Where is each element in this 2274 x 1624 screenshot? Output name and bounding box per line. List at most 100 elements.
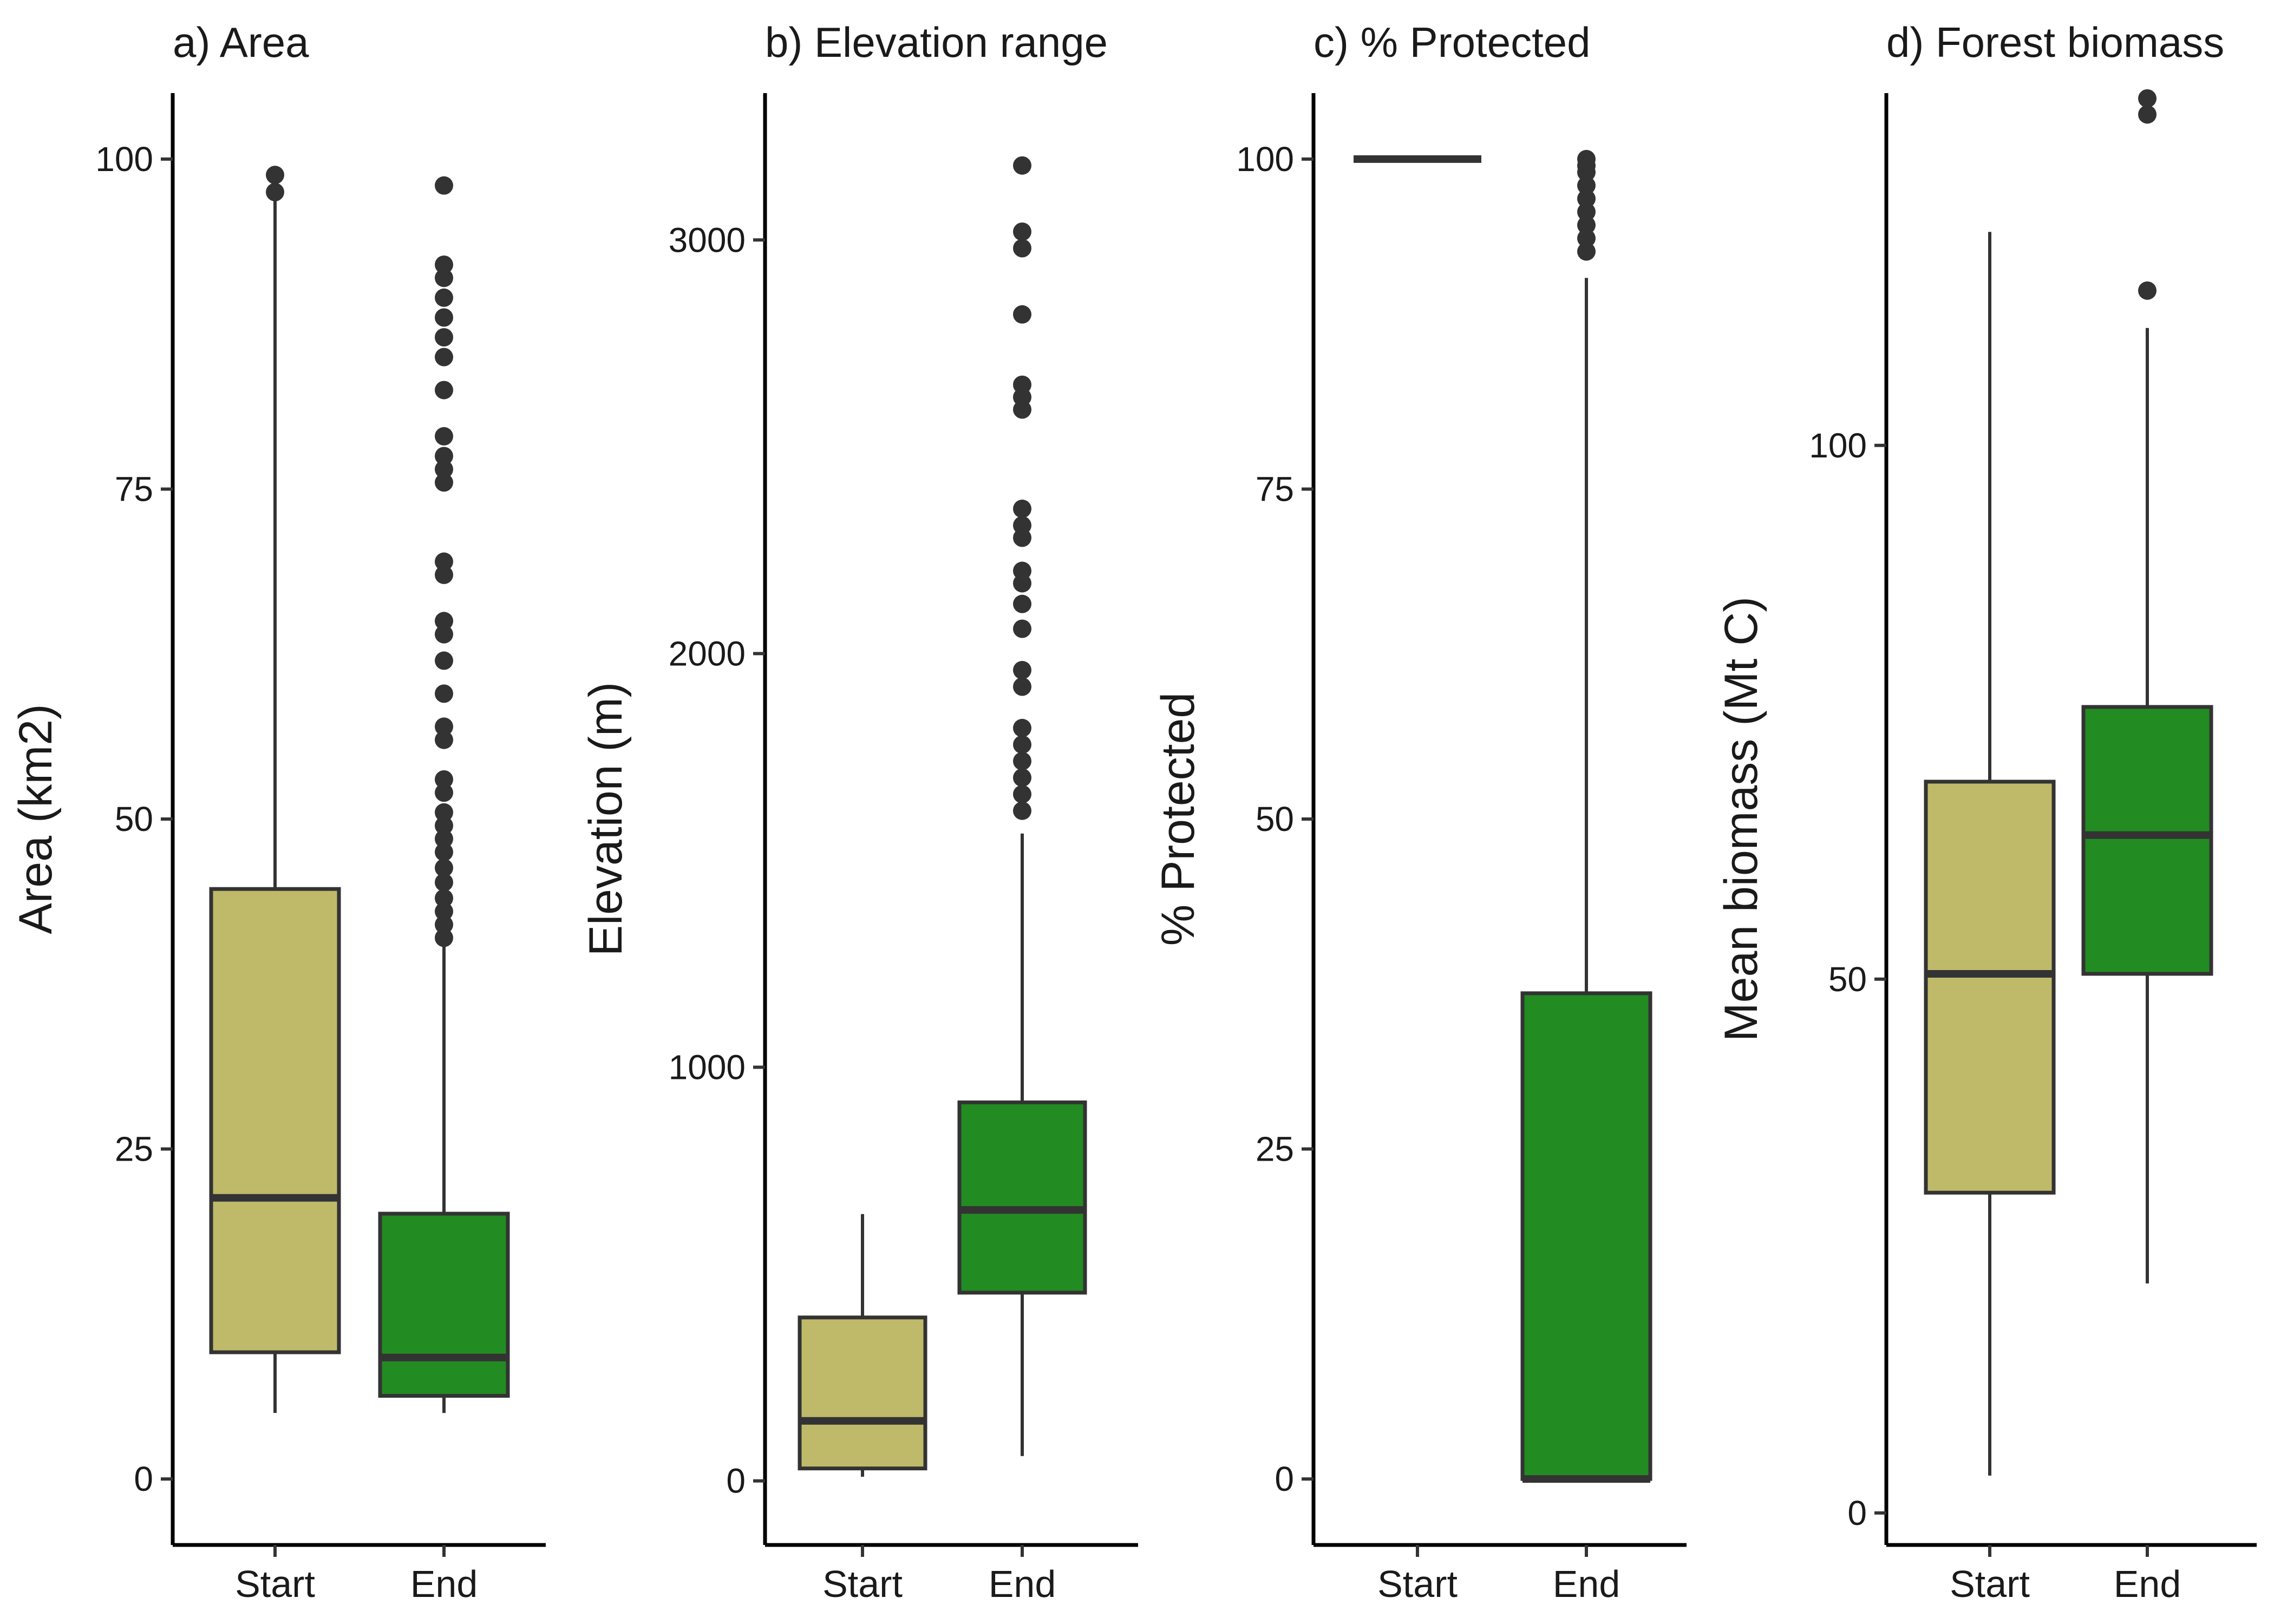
outlier-point bbox=[435, 381, 453, 400]
box-start bbox=[209, 166, 341, 1413]
box-body bbox=[378, 1212, 510, 1398]
outlier-point bbox=[435, 348, 453, 366]
outlier-point bbox=[435, 612, 453, 631]
outlier-point bbox=[435, 915, 453, 934]
panel-title: d) Forest biomass bbox=[1886, 18, 2224, 66]
box-end bbox=[2081, 89, 2213, 1284]
outlier-point bbox=[1577, 242, 1596, 261]
box-body bbox=[209, 887, 341, 1354]
x-tick-label: End bbox=[410, 1563, 478, 1605]
y-axis-title: Mean biomass (Mt C) bbox=[1715, 597, 1767, 1042]
box-start bbox=[798, 1214, 927, 1477]
outlier-point bbox=[435, 842, 453, 861]
y-tick-label: 100 bbox=[1809, 426, 1867, 465]
outlier-point bbox=[435, 770, 453, 789]
outlier-point bbox=[1013, 156, 1031, 175]
outlier-point bbox=[435, 783, 453, 802]
outlier-point bbox=[1013, 735, 1031, 754]
outlier-point bbox=[435, 803, 453, 822]
outlier-point bbox=[435, 176, 453, 195]
outlier-point bbox=[435, 308, 453, 327]
outlier-point bbox=[1013, 718, 1031, 737]
outlier-point bbox=[435, 651, 453, 670]
outlier-point bbox=[435, 565, 453, 584]
box-start bbox=[1924, 232, 2056, 1476]
y-tick-label: 0 bbox=[726, 1462, 746, 1501]
box-body bbox=[1924, 780, 2056, 1195]
y-tick-label: 0 bbox=[134, 1459, 153, 1498]
y-tick-label: 50 bbox=[1256, 800, 1294, 839]
y-tick-label: 100 bbox=[95, 140, 153, 179]
y-tick-label: 75 bbox=[115, 469, 153, 508]
y-tick-label: 0 bbox=[1275, 1459, 1294, 1498]
x-tick-label: End bbox=[989, 1563, 1056, 1605]
y-tick-label: 100 bbox=[1236, 140, 1294, 179]
outlier-point bbox=[1013, 222, 1031, 241]
outlier-point bbox=[435, 552, 453, 571]
x-tick-label: End bbox=[1553, 1563, 1620, 1605]
outlier-point bbox=[435, 829, 453, 848]
outlier-point bbox=[435, 859, 453, 878]
outlier-point bbox=[1577, 176, 1596, 195]
outlier-point bbox=[1013, 499, 1031, 518]
outlier-point bbox=[435, 684, 453, 703]
outlier-point bbox=[1013, 752, 1031, 771]
y-tick-label: 25 bbox=[115, 1130, 153, 1169]
outlier-point bbox=[1013, 677, 1031, 696]
outlier-point bbox=[435, 717, 453, 736]
y-tick-label: 0 bbox=[1847, 1494, 1867, 1533]
panel-3: c) % Protected 0 25 50 75 100 % Protected Start… bbox=[1152, 18, 1687, 1605]
y-axis-title: Elevation (m) bbox=[580, 682, 632, 957]
outlier-point bbox=[435, 269, 453, 287]
x-tick-label: End bbox=[2114, 1563, 2181, 1605]
outlier-point bbox=[1013, 375, 1031, 394]
y-axis-title: Area (km2) bbox=[10, 704, 62, 934]
panel-title: b) Elevation range bbox=[765, 18, 1108, 66]
x-tick-label: Start bbox=[1950, 1563, 2030, 1605]
box-end bbox=[378, 176, 510, 1413]
outlier-point bbox=[1013, 768, 1031, 787]
outlier-point bbox=[1013, 305, 1031, 324]
box-end bbox=[957, 156, 1087, 1456]
y-tick-label: 50 bbox=[1828, 960, 1867, 999]
box-body bbox=[798, 1315, 927, 1471]
outlier-point bbox=[1013, 619, 1031, 638]
outlier-point bbox=[2138, 281, 2157, 300]
outlier-point bbox=[435, 255, 453, 274]
outlier-point bbox=[1013, 239, 1031, 258]
outlier-point bbox=[1013, 660, 1031, 679]
outlier-point bbox=[1577, 215, 1596, 234]
y-tick-label: 1000 bbox=[669, 1047, 746, 1086]
outlier-point bbox=[1577, 149, 1596, 168]
panel-2: b) Elevation range 0 1000 2000 3000 Elevation… bbox=[580, 18, 1138, 1605]
x-tick-label: Start bbox=[1377, 1563, 1458, 1605]
y-axis-title: % Protected bbox=[1152, 692, 1204, 946]
outlier-point bbox=[1013, 561, 1031, 580]
outlier-point bbox=[1577, 189, 1596, 208]
outlier-point bbox=[1013, 801, 1031, 820]
outlier-point bbox=[435, 328, 453, 347]
outlier-point bbox=[1577, 202, 1596, 221]
outlier-point bbox=[1577, 229, 1596, 248]
outlier-point bbox=[1013, 594, 1031, 613]
panel-4: d) Forest biomass 0 50 100 Mean biomass (Mt … bbox=[1715, 18, 2257, 1605]
outlier-point bbox=[1013, 516, 1031, 535]
x-tick-label: Start bbox=[822, 1563, 903, 1605]
outlier-point bbox=[2138, 105, 2157, 124]
outlier-point bbox=[435, 730, 453, 749]
outlier-point bbox=[1013, 785, 1031, 804]
outlier-point bbox=[435, 427, 453, 446]
y-tick-label: 2000 bbox=[669, 634, 746, 673]
y-tick-label: 50 bbox=[115, 800, 153, 839]
outlier-point bbox=[435, 873, 453, 892]
outlier-point bbox=[435, 816, 453, 835]
box-body bbox=[2081, 705, 2213, 976]
x-tick-label: Start bbox=[235, 1563, 315, 1605]
outlier-point bbox=[435, 288, 453, 307]
outlier-point bbox=[2138, 89, 2157, 108]
y-tick-label: 25 bbox=[1256, 1130, 1294, 1169]
box-body bbox=[957, 1100, 1087, 1295]
outlier-point bbox=[266, 166, 284, 185]
panel-1: a) Area 0 25 50 75 100 Area (km2) Start End bbox=[10, 18, 546, 1605]
